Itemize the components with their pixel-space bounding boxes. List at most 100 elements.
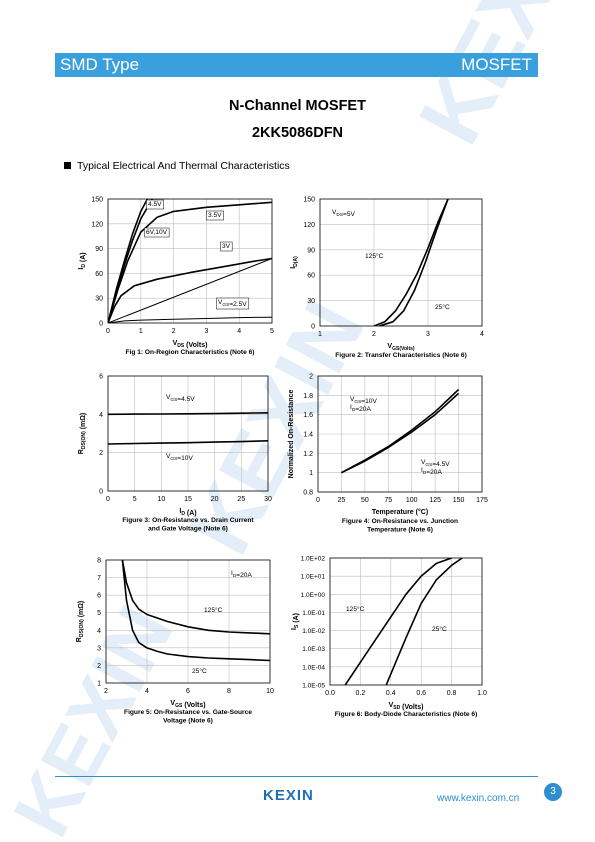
annotation-box (144, 227, 170, 238)
x-tick-label: 50 (361, 497, 369, 504)
chart-caption: Figure 2: Transfer Characteristics (Note… (335, 352, 467, 359)
y-tick-label: 6 (97, 593, 101, 600)
x-tick-label: 0.2 (356, 690, 366, 697)
series-line-125-c (373, 199, 449, 326)
y-tick-label: 1.8 (303, 393, 313, 400)
y-tick-label: 2 (97, 663, 101, 670)
y-tick-label: 6 (99, 374, 103, 381)
y-tick-label: 30 (95, 296, 103, 303)
y-tick-label: 0 (311, 324, 315, 331)
series-annotation: 25°C (435, 303, 450, 311)
x-axis-label: VGS (Volts) (170, 700, 205, 709)
y-axis-label: ID (A) (78, 252, 87, 269)
chart-fig6-body-diode: 0.0 0.2 0.4 0.6 0.8 1.0 1.0E-05 1.0E-04 1.0E-03 1… (291, 556, 487, 719)
x-tick-label: 0.6 (416, 690, 426, 697)
y-tick-label: 1 (97, 681, 101, 688)
kexin-logo: KEXIN (263, 787, 314, 804)
y-tick-label: 60 (307, 273, 315, 280)
annotation-box (206, 210, 224, 221)
series-line-25-c (121, 560, 270, 662)
chart-caption: Temperature (Note 6) (367, 527, 433, 534)
x-tick-label: 0 (106, 496, 110, 503)
x-tick-label: 10 (266, 688, 274, 695)
series-annotation: ID=20A (350, 404, 371, 413)
y-tick-label: 3 (97, 645, 101, 652)
annotation-box (216, 297, 250, 310)
series-annotation: 3V (222, 243, 231, 250)
y-tick-label: 1.0E-05 (302, 683, 325, 690)
x-tick-label: 3 (426, 331, 430, 338)
header-device-type: MOSFET (461, 55, 532, 74)
y-tick-label: 0 (99, 489, 103, 496)
x-tick-label: 10 (157, 496, 165, 503)
x-tick-label: 4 (237, 328, 241, 335)
chart-caption: Figure 6: Body-Diode Characteristics (No… (335, 711, 478, 718)
x-tick-label: 25 (338, 497, 346, 504)
x-tick-label: 125 (429, 497, 441, 504)
y-tick-label: 120 (303, 222, 315, 229)
series-annotation: VGS=10V (166, 453, 193, 462)
plot-frame (329, 557, 483, 686)
x-tick-label: 1 (318, 331, 322, 338)
series-line-25-c (385, 558, 463, 685)
x-tick-label: 150 (453, 497, 465, 504)
chart-fig3-rdson-vs-id: 0 5 10 15 20 25 30 0 2 4 6 ID (A) RDS(ON) (mΩ) Figure… (78, 374, 272, 533)
series-annotation: VGS=10V (350, 396, 377, 405)
plot-frame (107, 375, 269, 492)
y-tick-label: 1.6 (303, 412, 313, 419)
y-tick-label: 0 (99, 321, 103, 328)
x-tick-label: 25 (237, 496, 245, 503)
series-line-125-c (121, 560, 270, 635)
y-tick-label: 0.8 (303, 490, 313, 497)
x-tick-label: 0.8 (447, 690, 457, 697)
series-annotation: ID=20A (421, 467, 442, 476)
y-axis-label: RDS(ON) (mΩ) (76, 601, 85, 642)
y-tick-label: 90 (95, 246, 103, 253)
x-tick-label: 0.0 (325, 690, 335, 697)
y-tick-label: 1.0E-03 (302, 646, 325, 653)
part-number: 2KK5086DFN (251, 125, 344, 141)
series-annotation: ID=20A (231, 570, 252, 579)
series-annotation: VGS=4.5V (166, 394, 195, 403)
series-line-v-gs-4-5v (108, 412, 268, 416)
y-tick-label: 150 (91, 197, 103, 204)
y-tick-label: 1.0E+00 (301, 592, 326, 599)
x-tick-label: 75 (384, 497, 392, 504)
series-annotation: VDS=5V (332, 209, 356, 218)
x-axis-label: ID (A) (179, 508, 196, 517)
x-tick-label: 2 (172, 328, 176, 335)
plot-frame (107, 198, 273, 324)
x-tick-label: 3 (204, 328, 208, 335)
footer-divider (55, 776, 538, 777)
series-annotation: 125°C (346, 605, 365, 613)
chart-caption: Fig 1: On-Region Characteristics (Note 6… (126, 349, 255, 356)
x-tick-label: 2 (372, 331, 376, 338)
series-line-3-5v (108, 201, 272, 323)
series-line-reference (108, 258, 272, 323)
y-tick-label: 1.0E+01 (301, 574, 326, 581)
plot-frame (319, 198, 483, 327)
y-tick-label: 1.4 (303, 432, 313, 439)
y-tick-label: 2 (309, 374, 313, 381)
series-line-25-c (379, 199, 449, 326)
y-axis-label: Normalized On-Resistance (288, 390, 295, 479)
plot-frame (105, 559, 271, 684)
x-tick-label: 6 (186, 688, 190, 695)
y-tick-label: 7 (97, 575, 101, 582)
series-annotation: 25°C (192, 667, 207, 675)
header-bar: SMD Type MOSFET (55, 53, 538, 77)
x-tick-label: 0 (316, 497, 320, 504)
section-heading: Typical Electrical And Thermal Character… (64, 160, 290, 172)
series-line-3v (108, 257, 272, 323)
footer-url[interactable]: www.kexin.com.cn (437, 793, 520, 804)
chart-caption: Voltage (Note 6) (163, 718, 213, 725)
chart-caption: Figure 5: On-Resistance vs. Gate-Source (124, 709, 252, 716)
chart-caption: Figure 3: On-Resistance vs. Drain Curren… (122, 517, 254, 524)
series-annotation: 3.5V (208, 212, 222, 219)
x-axis-label: Temperature (°C) (372, 508, 428, 516)
y-tick-label: 1 (309, 470, 313, 477)
x-tick-label: 5 (133, 496, 137, 503)
y-tick-label: 1.0E-02 (302, 628, 325, 635)
